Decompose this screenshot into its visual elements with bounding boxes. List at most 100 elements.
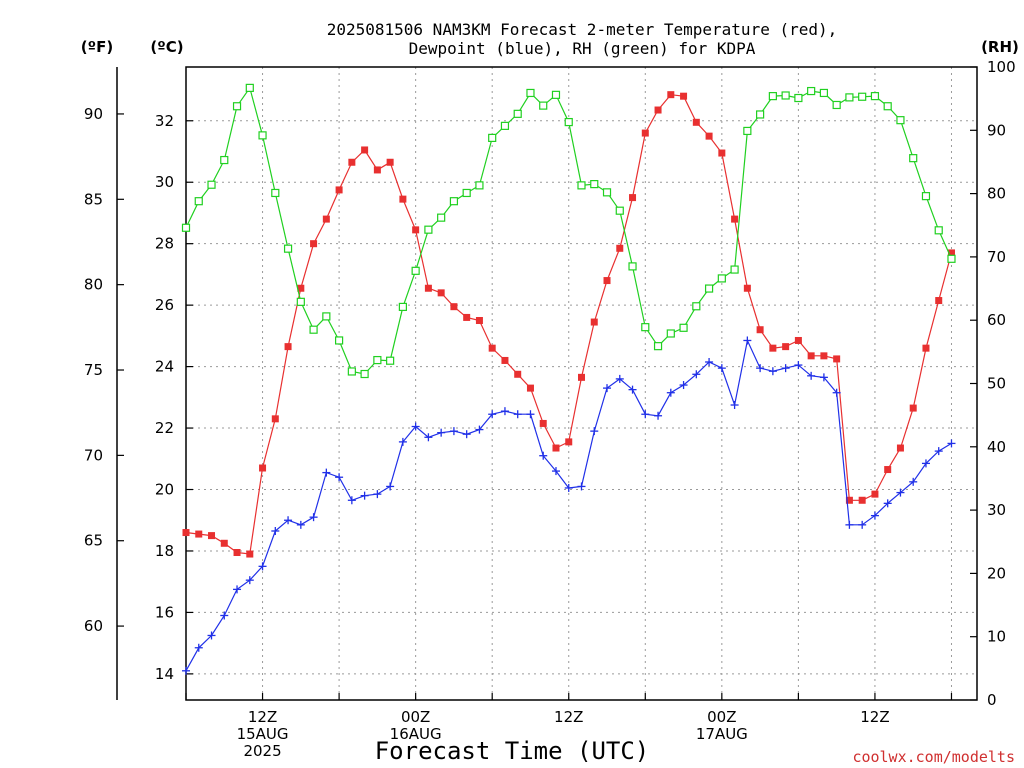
dewpoint-point: [271, 526, 280, 535]
rh-point: [194, 197, 203, 206]
rh-point: [462, 188, 471, 198]
temperature-point: [641, 129, 649, 137]
celsius-tick-label: 18: [155, 542, 174, 560]
rh-tick-label: 80: [987, 185, 1006, 203]
temperature-point: [833, 355, 841, 363]
dewpoint-point: [245, 576, 254, 585]
temperature-point: [386, 158, 394, 166]
temperature-point: [335, 186, 343, 194]
dewpoint-point: [539, 451, 548, 460]
fahrenheit-tick-label: 80: [84, 276, 103, 294]
dewpoint-point: [207, 631, 216, 640]
rh-point: [347, 367, 356, 376]
dewpoint-point: [437, 428, 446, 437]
dewpoint-point: [526, 410, 535, 419]
dewpoint-point: [360, 491, 369, 500]
rh-point: [437, 213, 446, 222]
dewpoint-point: [692, 370, 701, 379]
grid-lines: [186, 67, 977, 700]
rh-point: [283, 244, 293, 253]
dewpoint-point: [615, 374, 624, 383]
chart-title-line-2: Dewpoint (blue), RH (green) for KDPA: [409, 39, 756, 58]
dewpoint-point: [462, 430, 471, 439]
temperature-point: [731, 215, 739, 223]
celsius-tick-label: 28: [155, 235, 174, 253]
temperature-point: [922, 344, 930, 352]
temperature-point: [220, 539, 228, 547]
temperature-point: [488, 344, 496, 352]
rh-point: [271, 188, 280, 198]
temperature-point: [578, 373, 585, 381]
rh-point: [220, 155, 229, 165]
x-tick-label: 17AUG: [696, 725, 748, 743]
dewpoint-point: [756, 364, 765, 373]
temperature-point: [424, 284, 432, 292]
temperature-point: [233, 549, 241, 557]
dewpoint-point: [934, 447, 943, 456]
temperature-point: [616, 244, 624, 252]
rh-point: [322, 312, 331, 321]
rh-point: [756, 110, 765, 119]
rh-point: [258, 131, 267, 140]
rh-point: [896, 116, 905, 125]
credit-text: coolwx.com/modelts: [852, 748, 1015, 766]
celsius-unit-label: (ºC): [150, 38, 183, 56]
temperature-point: [692, 118, 700, 126]
temperature-point: [884, 466, 892, 474]
temperature-point: [794, 336, 802, 344]
rh-point: [845, 93, 854, 102]
temperature-point: [565, 438, 573, 446]
dewpoint-point: [220, 611, 229, 620]
dewpoint-point: [679, 381, 688, 390]
rh-point: [411, 266, 420, 275]
dewpoint-point: [807, 371, 816, 380]
rh-point: [628, 262, 637, 271]
rh-point: [883, 102, 892, 111]
rh-tick-label: 100: [987, 58, 1016, 76]
temperature-point: [246, 550, 254, 558]
temperature-point: [667, 91, 675, 99]
temperature-point: [807, 352, 815, 360]
dewpoint-point: [590, 427, 599, 436]
rh-tick-label: 40: [987, 438, 1006, 456]
dewpoint-point: [577, 482, 586, 491]
celsius-tick-label: 14: [155, 665, 174, 683]
rh-point: [488, 133, 497, 142]
temperature-point: [195, 530, 203, 538]
x-tick-label: 16AUG: [390, 725, 442, 743]
temperature-point: [501, 356, 509, 364]
dewpoint-point: [819, 373, 828, 382]
fahrenheit-tick-label: 60: [84, 617, 103, 635]
temperature-point: [463, 313, 471, 321]
rh-point: [615, 206, 624, 215]
rh-point: [334, 336, 344, 345]
fahrenheit-tick-label: 90: [84, 105, 103, 123]
dewpoint-point: [373, 490, 382, 499]
rh-point: [386, 356, 395, 365]
rh-point: [781, 91, 790, 100]
rh-point: [207, 180, 216, 189]
temperature-point: [297, 284, 305, 292]
rh-tick-label: 50: [987, 375, 1006, 393]
temperature-point: [514, 370, 522, 378]
rh-point: [602, 188, 612, 197]
dewpoint-point: [411, 422, 420, 431]
temperature-point: [590, 318, 598, 326]
temperature-point: [208, 532, 216, 540]
rh-point: [717, 274, 726, 283]
rh-point: [909, 154, 918, 163]
x-tick-label: 2025: [243, 742, 281, 760]
rh-point: [232, 102, 242, 111]
dewpoint-point: [322, 468, 331, 477]
temperature-point: [845, 496, 853, 504]
temperature-point: [896, 444, 904, 452]
temperature-point: [399, 195, 407, 203]
x-tick-label: 00Z: [401, 708, 430, 726]
fahrenheit-tick-label: 75: [84, 361, 103, 379]
dewpoint-point: [666, 388, 675, 397]
dewpoint-point: [794, 361, 803, 370]
temperature-point: [654, 106, 662, 114]
rh-point: [373, 355, 382, 365]
dewpoint-point: [500, 407, 509, 416]
rh-point: [692, 302, 701, 311]
